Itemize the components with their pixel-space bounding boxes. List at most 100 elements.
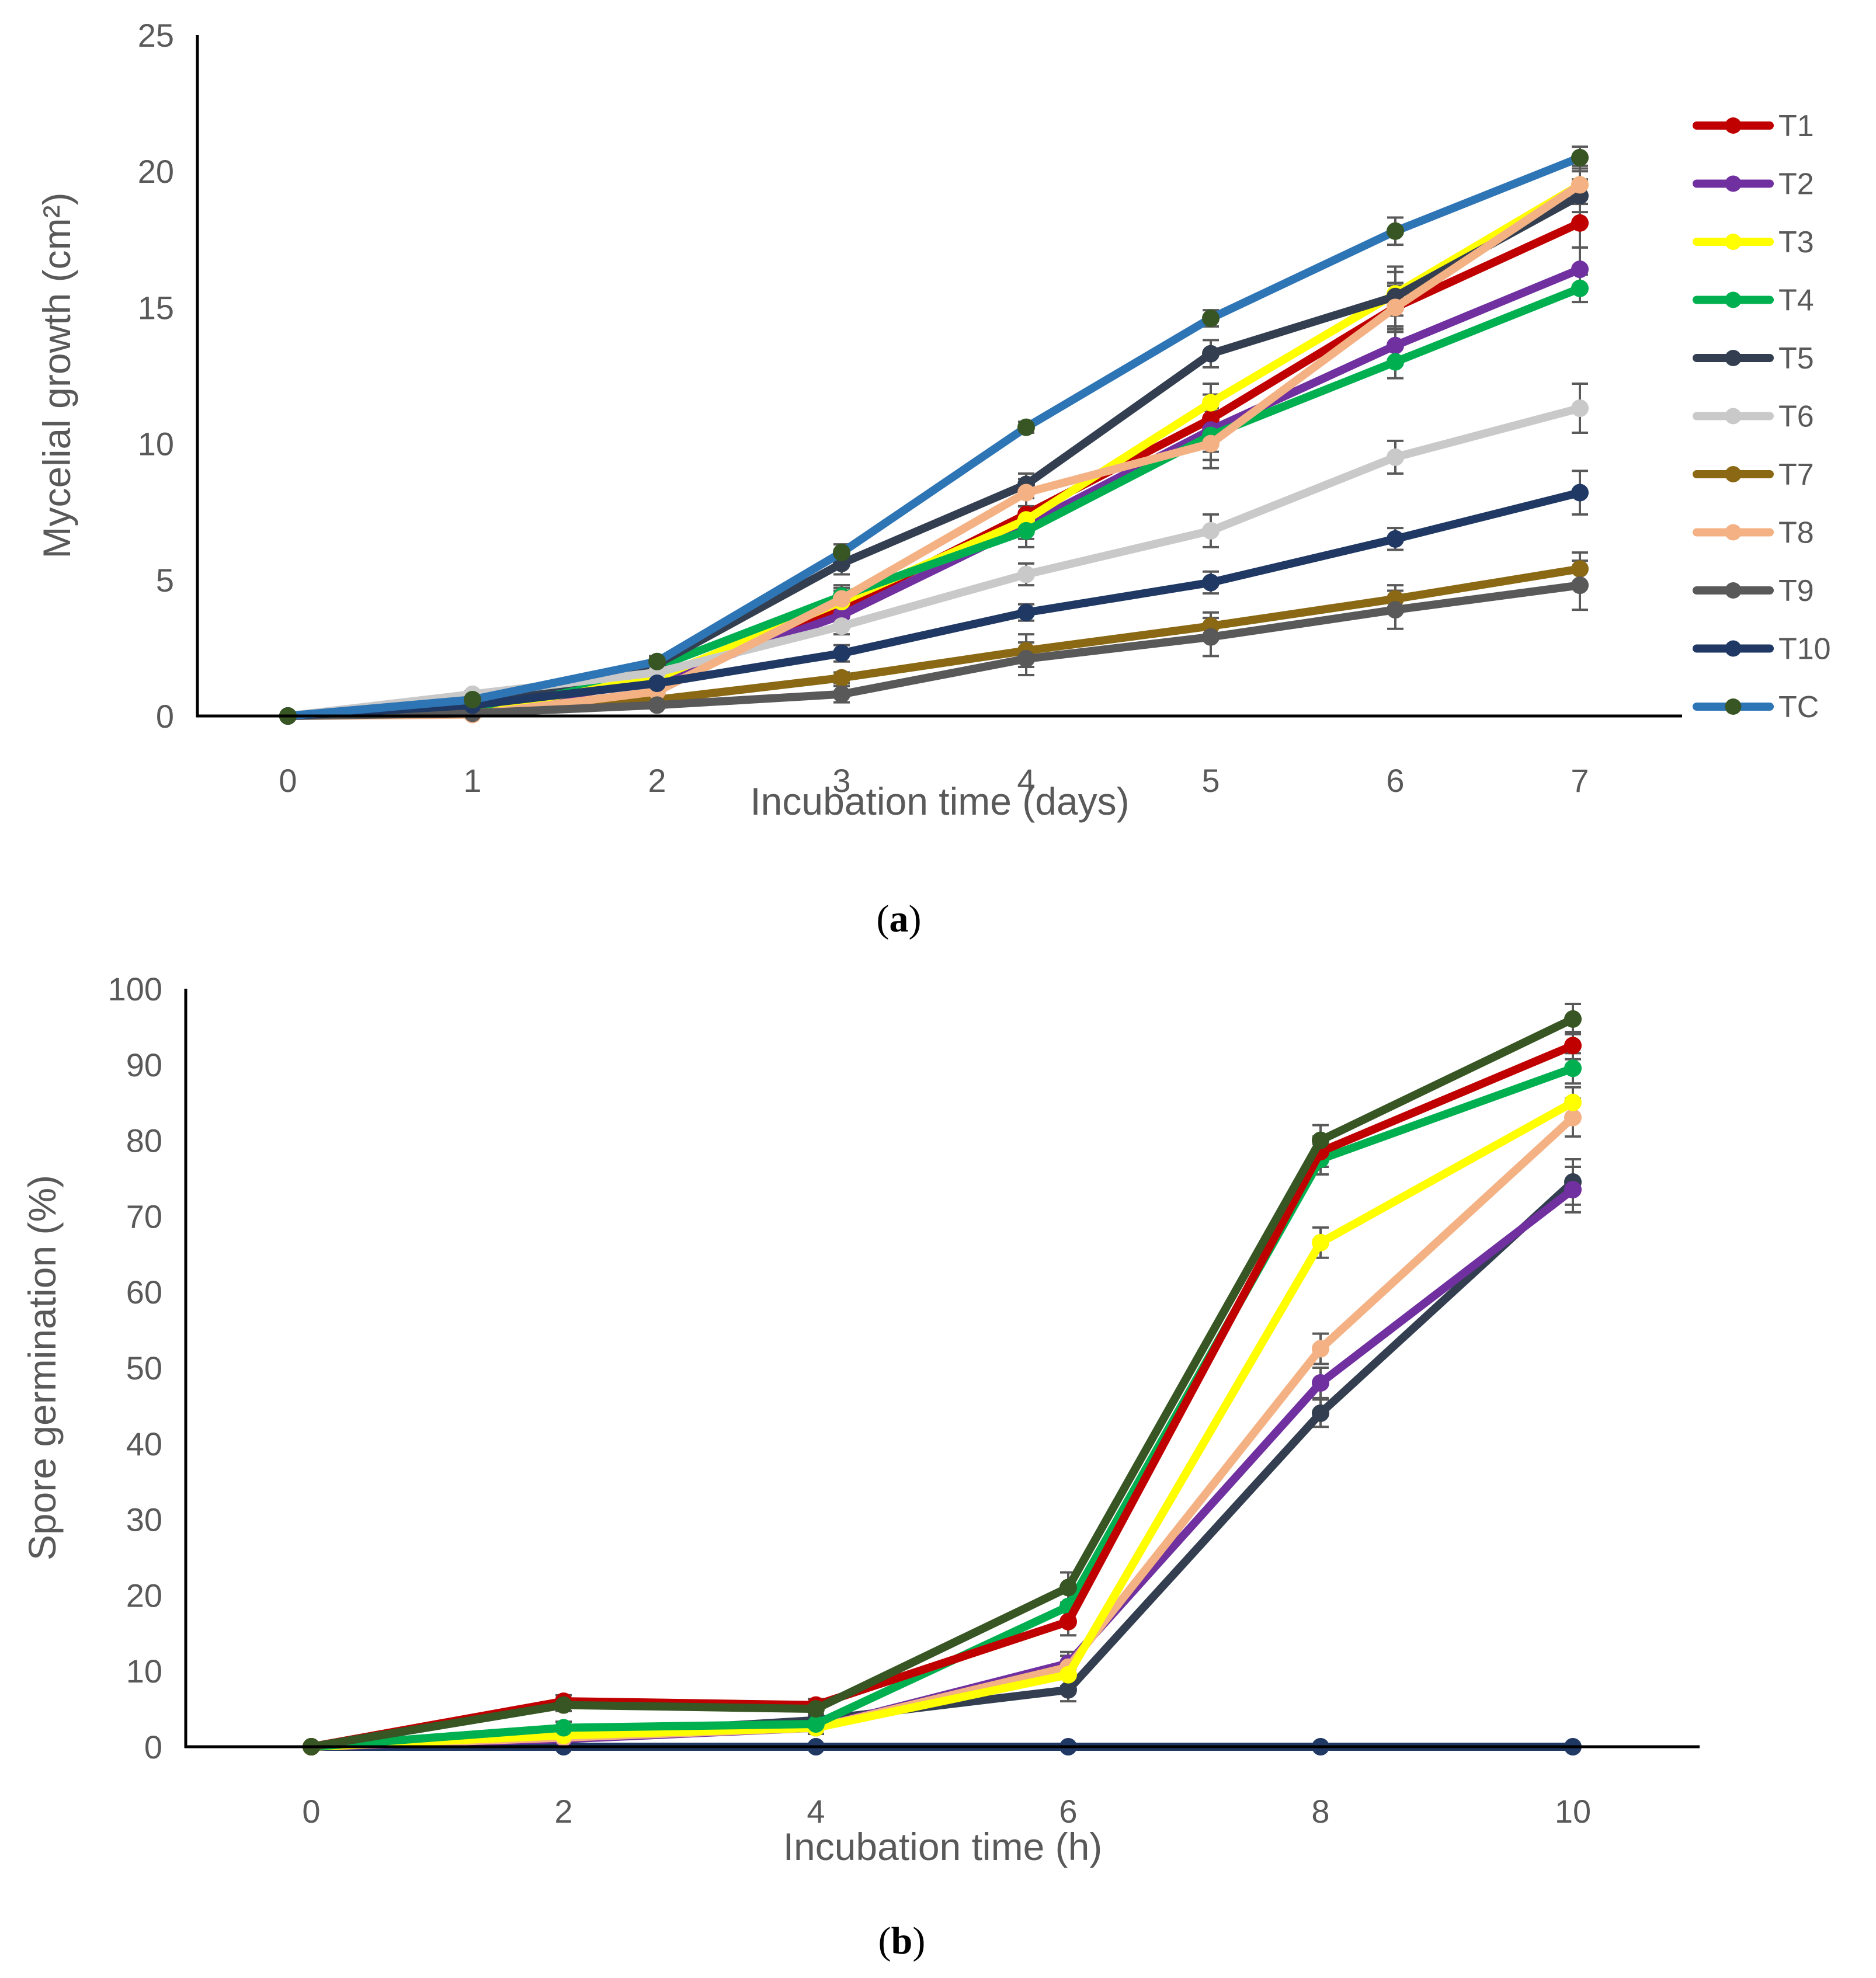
data-point-t2	[1571, 260, 1589, 279]
legend-label-t7: T7	[1778, 458, 1814, 492]
y-tick-label-b: 100	[108, 971, 162, 1007]
y-tick-label-b: 50	[126, 1350, 162, 1386]
tick-labels-b: 0 10 20 30 40 50 60 70 80 90 100 0 2 4 6 8 10	[108, 971, 1592, 1830]
series-lines-a	[279, 148, 1589, 725]
x-tick-label-b: 4	[807, 1793, 825, 1830]
data-point-tc	[648, 652, 666, 670]
data-point-t9	[1202, 628, 1220, 646]
y-tick-label-a: 25	[138, 17, 174, 54]
legend-marker-t2	[1725, 175, 1742, 192]
data-point-t6	[1387, 448, 1404, 466]
x-tick-label-b: 2	[554, 1793, 572, 1830]
data-point-t7	[833, 669, 850, 687]
data-point-t9	[833, 685, 850, 703]
data-point-t4	[1017, 522, 1035, 540]
legend-marker-t1	[1725, 117, 1742, 134]
legend-marker-t10	[1725, 640, 1742, 657]
data-point-t3	[1312, 1233, 1329, 1252]
y-tick-label-a: 0	[156, 698, 174, 735]
y-tick-label-b: 40	[126, 1426, 162, 1462]
x-axis-title-a: Incubation time (days)	[750, 780, 1129, 823]
legend-marker-t9	[1725, 582, 1742, 599]
data-point-t10	[1017, 603, 1035, 621]
y-tick-label-a: 10	[138, 426, 174, 463]
legend-label-t2: T2	[1778, 168, 1814, 201]
x-tick-label-a: 2	[648, 762, 666, 799]
series-line-t5	[284, 192, 1584, 720]
x-tick-label-a: 4	[1017, 762, 1035, 799]
series-line-tc	[307, 1014, 1577, 1751]
legend-marker-t7	[1725, 466, 1742, 482]
data-point-t4	[807, 1715, 825, 1733]
data-point-t7	[1571, 560, 1589, 578]
data-point-t8	[1387, 298, 1404, 317]
data-point-t6	[1571, 399, 1589, 417]
legend-label-t1: T1	[1778, 109, 1814, 143]
caption-b: (b)	[878, 1920, 926, 1962]
y-axis-title-b: Spore germination (%)	[20, 1175, 64, 1560]
legend-marker-t3	[1725, 234, 1742, 250]
y-tick-label-b: 0	[144, 1729, 162, 1765]
legend-label-tc: TC	[1778, 690, 1819, 724]
y-tick-label-b: 60	[126, 1274, 162, 1310]
y-tick-label-b: 10	[126, 1653, 162, 1690]
legend-label-t5: T5	[1778, 342, 1814, 376]
data-point-t3	[1202, 394, 1220, 412]
data-point-t6	[1202, 522, 1220, 540]
data-point-tc	[1387, 222, 1404, 240]
x-axis-title-b: Incubation time (h)	[783, 1825, 1103, 1868]
x-tick-label-a: 5	[1201, 762, 1220, 799]
series-line-t3	[307, 1098, 1577, 1751]
data-point-t10	[648, 675, 666, 693]
data-point-t5	[1202, 345, 1220, 363]
x-tick-label-a: 0	[279, 762, 297, 799]
legend-marker-t8	[1725, 524, 1742, 541]
data-point-t6	[1017, 565, 1035, 583]
tick-labels-a: 0 5 10 15 20 25 0 1 2 3 4 5 6 7	[138, 17, 1589, 799]
legend-marker-t6	[1725, 408, 1742, 425]
x-tick-label-b: 0	[302, 1793, 320, 1830]
data-point-t1	[1059, 1612, 1077, 1631]
data-point-tc	[1571, 148, 1589, 166]
data-point-tc	[807, 1700, 825, 1718]
series-line-tc	[284, 153, 1584, 720]
data-point-tc	[833, 544, 850, 562]
data-point-t4	[1387, 353, 1404, 371]
x-tick-label-b: 6	[1059, 1793, 1077, 1830]
error-bars-b	[555, 1002, 1581, 1744]
x-tick-label-a: 7	[1571, 762, 1589, 799]
data-point-t10	[1202, 573, 1220, 592]
data-point-tc	[464, 691, 481, 709]
series-lines-b	[303, 1010, 1582, 1755]
legend-label-t6: T6	[1778, 400, 1814, 434]
caption-paren-close: )	[909, 898, 922, 940]
data-point-t2	[1312, 1374, 1329, 1392]
caption-letter: a	[890, 898, 909, 940]
caption-paren-close: )	[912, 1920, 925, 1962]
data-point-t10	[1387, 530, 1404, 548]
data-point-tc	[1312, 1131, 1329, 1149]
data-point-tc	[1017, 418, 1035, 436]
chart-panel-b: 0 10 20 30 40 50 60 70 80 90 100 0 2 4 6 8 10 Incubation…	[20, 971, 1700, 1962]
data-point-t8	[833, 590, 850, 608]
legend-label-t8: T8	[1778, 516, 1814, 550]
data-point-t4	[555, 1719, 572, 1737]
series-line-t1	[307, 1041, 1577, 1751]
x-tick-label-a: 3	[832, 762, 850, 799]
data-point-t6	[833, 617, 850, 635]
data-point-t4	[1564, 1059, 1582, 1077]
series-line-t9	[284, 581, 1584, 720]
data-point-t10	[1571, 484, 1589, 502]
x-tick-label-a: 1	[463, 762, 481, 799]
legend-a: T1 T2 T3 T4 T5 T6 T7 T8 T9 T10 TC	[1693, 109, 1831, 724]
data-point-t5	[1312, 1404, 1329, 1422]
data-point-t9	[1017, 650, 1035, 668]
data-point-t1	[1564, 1037, 1582, 1055]
y-tick-label-b: 90	[126, 1047, 162, 1083]
caption-paren-open: (	[877, 898, 890, 940]
data-point-t10	[833, 644, 850, 662]
y-tick-label-b: 80	[126, 1122, 162, 1159]
legend-label-t4: T4	[1778, 284, 1814, 318]
data-point-t8	[1017, 484, 1035, 502]
